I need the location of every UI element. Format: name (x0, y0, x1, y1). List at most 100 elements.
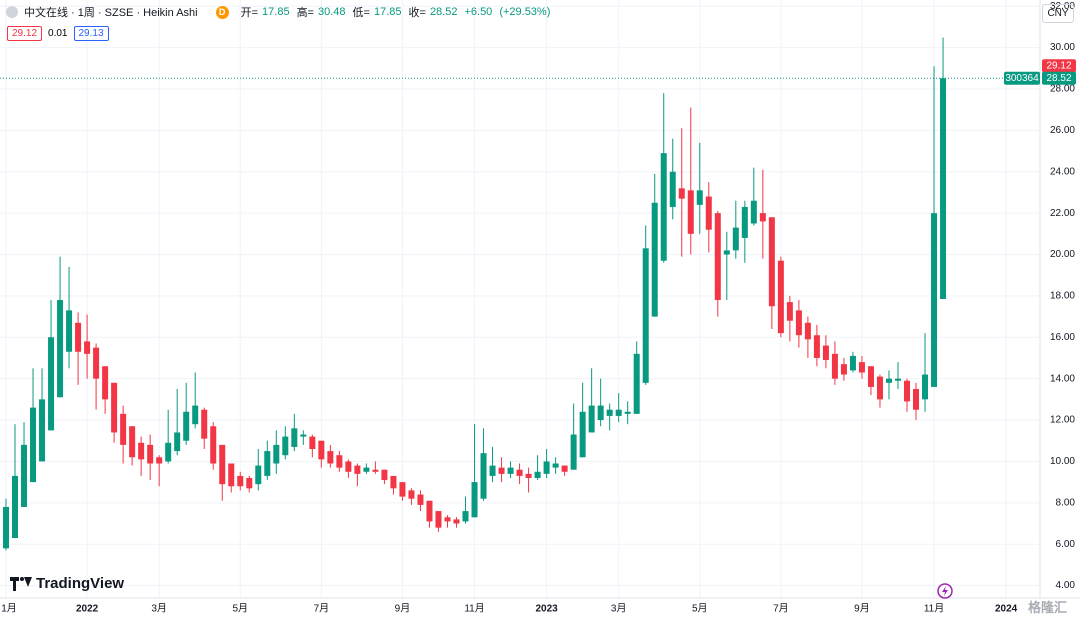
x-tick-label: 11月 (924, 603, 944, 615)
candle-body (444, 517, 451, 522)
bid-tag (1042, 59, 1076, 73)
ohlc-label: 低= (352, 7, 370, 19)
candle-body (273, 444, 280, 464)
candle-body (678, 188, 685, 199)
candle-body (372, 469, 379, 472)
bid-button[interactable]: 29.12 (7, 26, 43, 41)
interval-badge[interactable]: D (215, 5, 229, 19)
candle-body (624, 411, 631, 414)
logo-mark (10, 576, 32, 591)
legend-header: 中文在线 · 1周 · SZSE · Heikin Ashi D 开= 17.85… (6, 4, 553, 20)
y-tick-label: 18.00 (1050, 291, 1075, 302)
y-tick-label: 20.00 (1050, 249, 1075, 260)
symbol-tag (1004, 71, 1040, 85)
candle-body (210, 426, 217, 464)
ohlc-value: 17.85 (373, 6, 402, 18)
candle-body (228, 463, 235, 487)
candle-body (525, 473, 532, 478)
candle-body (183, 411, 190, 441)
candle-body (435, 511, 442, 528)
candle-body (471, 482, 478, 518)
currency-button[interactable]: CNY (1042, 4, 1074, 23)
candle-body (615, 409, 622, 416)
candle-body (327, 451, 334, 464)
candle-body (786, 302, 793, 321)
x-tick-label: 7月 (773, 603, 789, 615)
candle-body (111, 382, 118, 433)
ohlc-label: 高= (296, 7, 314, 19)
candle-body (345, 461, 352, 472)
y-tick-label: 10.00 (1050, 456, 1075, 467)
x-tick-label: 9月 (395, 603, 411, 615)
candle-body (363, 467, 370, 472)
price-tag (1042, 71, 1076, 85)
change-pct: (+29.53%) (499, 6, 551, 18)
candle-body (723, 250, 730, 255)
candle-body (75, 322, 82, 352)
candle-body (633, 353, 640, 414)
candle-body (570, 434, 577, 470)
logo-text: TradingView (36, 575, 125, 592)
candle-body (768, 217, 775, 307)
candle-body (300, 434, 307, 437)
candle-body (561, 465, 568, 472)
candle-body (21, 444, 28, 507)
candle-body (597, 405, 604, 421)
ohlc-label: 开= (240, 7, 259, 19)
y-tick-label: 32.00 (1050, 1, 1075, 12)
y-tick-label: 6.00 (1056, 539, 1076, 550)
candle-body (147, 444, 154, 464)
candle-body (867, 366, 874, 387)
ask-button[interactable]: 29.13 (73, 26, 109, 41)
candle-body (39, 399, 46, 462)
x-tick-label: 2022 (76, 604, 99, 615)
y-tick-label: 22.00 (1050, 208, 1075, 219)
candle-body (813, 335, 820, 358)
x-tick-label: 2024 (995, 604, 1018, 615)
bid-tag-label: 29.12 (1046, 60, 1071, 71)
x-tick-label: 1月 (1, 603, 17, 615)
candle-body (192, 405, 199, 425)
candle-body (66, 310, 73, 352)
candle-body (579, 411, 586, 458)
candle-body (876, 376, 883, 400)
y-tick-label: 16.00 (1050, 332, 1075, 343)
watermark: 格隆汇 (1028, 600, 1068, 615)
y-tick-label: 30.00 (1050, 42, 1075, 53)
logo: TradingView (10, 575, 124, 592)
ohlc-value: 28.52 (429, 6, 458, 18)
candle-body (237, 475, 244, 487)
candle-body (669, 171, 676, 207)
y-tick-label: 12.00 (1050, 415, 1075, 426)
events-icon-bolt (942, 586, 948, 596)
candle-body (381, 469, 388, 481)
candle-body (858, 362, 865, 373)
candle-body (120, 413, 127, 445)
symbol-icon (6, 6, 18, 18)
candle-body (84, 341, 91, 354)
candle-body (417, 494, 424, 505)
candle-body (201, 409, 208, 439)
candle-body (913, 389, 920, 410)
candle-body (687, 190, 694, 234)
x-tick-label: 3月 (151, 603, 167, 615)
candle-body (174, 432, 181, 452)
x-tick-label: 7月 (314, 603, 330, 615)
candle-body (129, 426, 136, 458)
candle-body (336, 455, 343, 468)
candle-body (291, 428, 298, 447)
candle-body (3, 506, 9, 549)
candle-body (399, 482, 406, 497)
candle-body (30, 407, 37, 483)
candle-body (12, 475, 19, 538)
candle-body (264, 451, 271, 476)
candle-body (931, 213, 938, 387)
y-tick-label: 14.00 (1050, 373, 1075, 384)
candle-body (390, 475, 397, 489)
candle-body (534, 471, 541, 478)
candle-body (651, 202, 658, 317)
candle-body (480, 453, 487, 499)
candle-body (543, 461, 550, 474)
